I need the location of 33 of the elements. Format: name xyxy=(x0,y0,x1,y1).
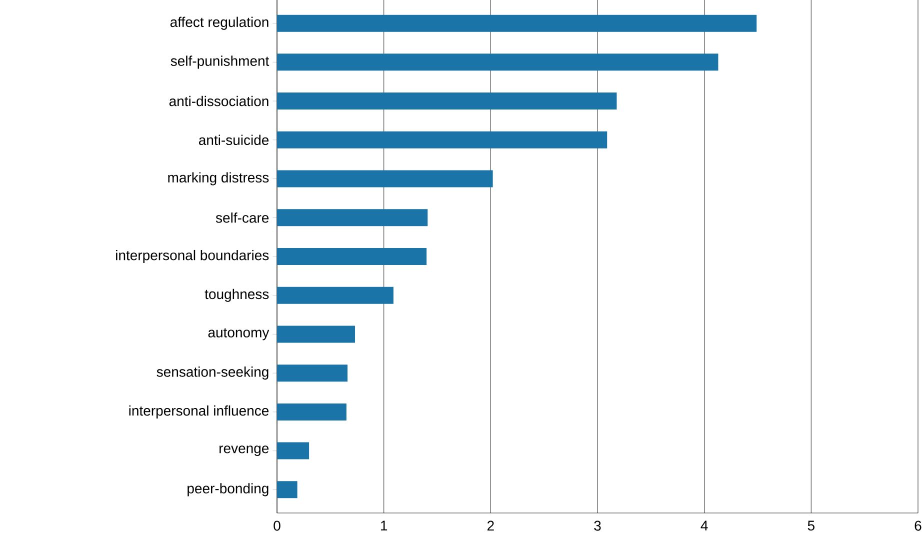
y-tick-label: autonomy xyxy=(208,328,270,340)
bar xyxy=(277,131,608,148)
x-tick-label: 5 xyxy=(808,520,814,531)
bar xyxy=(277,92,617,110)
y-tick-label: sensation-seeking xyxy=(156,366,268,380)
y-tick-label: revenge xyxy=(220,446,269,456)
bar xyxy=(277,442,310,460)
y-tick-label: interpersonal boundaries xyxy=(116,250,269,264)
bar xyxy=(277,286,394,304)
bar xyxy=(277,209,428,226)
bar xyxy=(277,170,493,188)
x-tick-label: 2 xyxy=(487,520,494,531)
x-tick-label: 6 xyxy=(914,520,922,531)
y-tick-label: anti-suicide xyxy=(198,134,269,146)
bar xyxy=(277,364,348,382)
x-tick-label: 4 xyxy=(700,520,708,530)
y-tick-label: toughness xyxy=(204,288,269,302)
bar xyxy=(277,248,427,265)
y-tick-label: marking distress xyxy=(168,172,269,186)
bar xyxy=(277,481,298,498)
x-tick-label: 0 xyxy=(274,520,280,531)
y-tick-label: anti-dissociation xyxy=(169,96,268,106)
bar xyxy=(277,403,346,420)
bar xyxy=(277,14,757,32)
x-tick-label: 3 xyxy=(594,520,601,531)
bar xyxy=(277,54,718,71)
y-tick-label: self-punishment xyxy=(170,56,270,69)
x-tick-label: 1 xyxy=(381,520,388,530)
bar xyxy=(277,326,355,343)
y-tick-label: self-care xyxy=(216,212,269,223)
y-tick-label: interpersonal influence xyxy=(129,405,269,418)
y-tick-label: peer-bonding xyxy=(188,483,268,496)
y-tick-label: affect regulation xyxy=(170,16,268,30)
